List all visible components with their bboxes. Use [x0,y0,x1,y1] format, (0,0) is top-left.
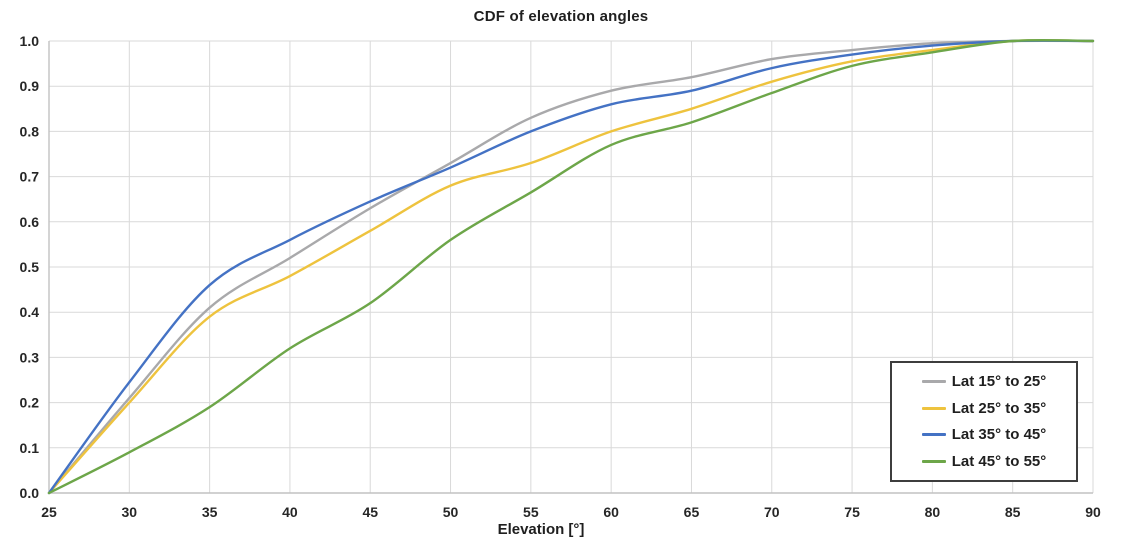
series-line-Lat 45° to 55° [47,38,1095,495]
legend-label: Lat 25° to 35° [951,399,1047,417]
y-tick-label: 1.0 [20,33,40,49]
x-tick-label: 90 [1085,504,1101,520]
legend: Lat 15° to 25° Lat 25° to 35° Lat 35° to 4… [890,361,1078,482]
y-tick-label: 0.2 [20,395,40,411]
legend-item: Lat 45° to 55° [921,453,1047,471]
series-line-Lat 35° to 45° [47,39,1095,495]
y-tick-label: 0.6 [20,214,40,230]
legend-label: Lat 15° to 25° [951,372,1047,390]
y-tick-label: 0.5 [20,259,40,275]
x-tick-label: 25 [41,504,57,520]
x-tick-label: 80 [925,504,941,520]
y-tick-label: 0.1 [20,440,40,456]
chart-title: CDF of elevation angles [473,8,649,25]
legend-item: Lat 35° to 45° [921,426,1047,444]
legend-line-swatch [921,379,946,383]
x-tick-label: 50 [443,504,459,520]
series-lines [47,38,1095,495]
y-tick-label: 0.0 [20,485,40,501]
legend-line-swatch [921,433,946,437]
y-tick-label: 0.7 [20,169,40,185]
legend-line-swatch [921,406,946,410]
y-tick-label: 0.8 [20,123,40,139]
x-tick-label: 75 [844,504,860,520]
legend-line-swatch [921,460,946,464]
x-tick-label: 60 [603,504,619,520]
y-tick-label: 0.4 [20,304,40,320]
x-tick-label: 35 [202,504,218,520]
legend-item: Lat 15° to 25° [921,372,1047,390]
x-tick-label: 70 [764,504,780,520]
x-tick-label: 45 [362,504,378,520]
x-tick-label: 55 [523,504,539,520]
y-tick-label: 0.9 [20,78,40,94]
x-tick-label: 30 [122,504,138,520]
x-tick-label: 85 [1005,504,1021,520]
y-tick-label: 0.3 [20,349,40,365]
legend-item: Lat 25° to 35° [921,399,1047,417]
axes [48,41,1093,494]
series-line-Lat 15° to 25° [47,39,1095,495]
x-tick-label: 40 [282,504,298,520]
series-line-Lat 25° to 35° [47,39,1095,495]
legend-label: Lat 35° to 45° [951,426,1047,444]
x-tick-label: 65 [684,504,700,520]
tick-labels: 25 30 35 40 45 50 55 60 65 70 75 80 85 90 0.0 0.1 0.2 0.3… [20,33,1101,520]
legend-label: Lat 45° to 55° [951,453,1047,471]
x-axis-label: Elevation [°] [497,521,585,538]
